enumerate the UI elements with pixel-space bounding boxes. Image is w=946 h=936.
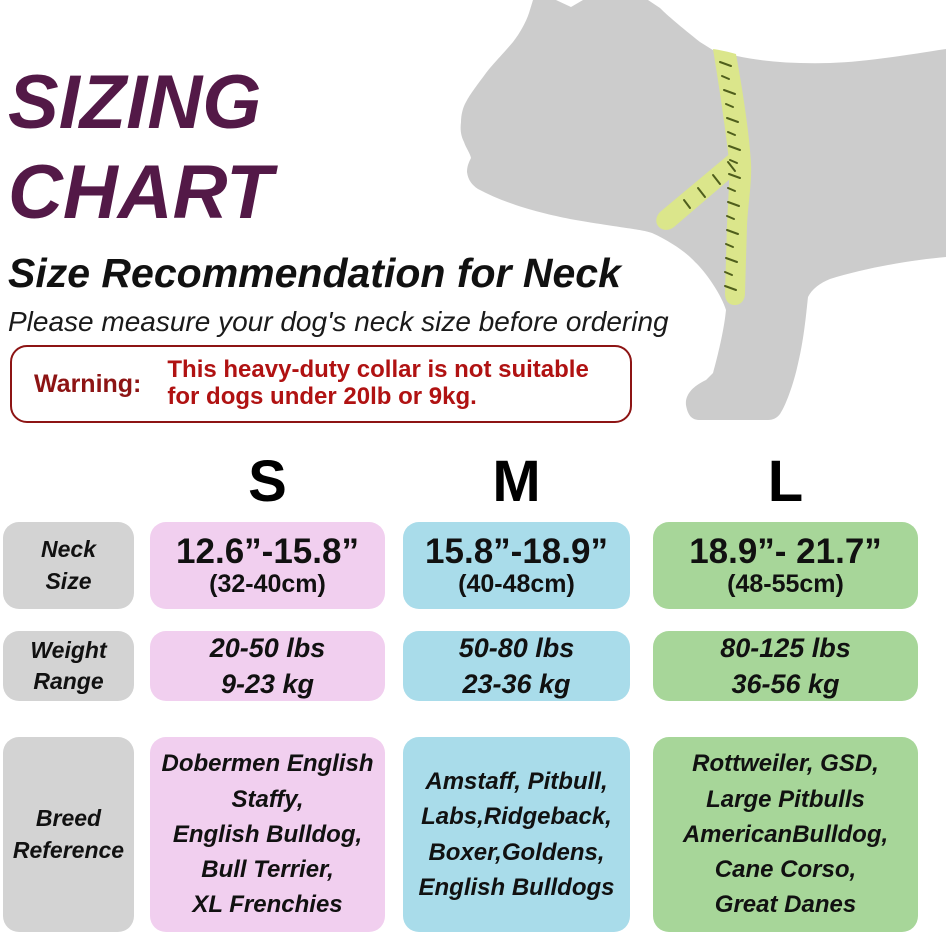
warning-label: Warning: bbox=[34, 369, 142, 398]
page-subtitle: Size Recommendation for Neck bbox=[8, 250, 621, 296]
neck-size-cell-m: 15.8”-18.9” (40-48cm) bbox=[403, 522, 630, 609]
row-label-text: Weight Range bbox=[30, 636, 107, 694]
breed-reference-m-text: Amstaff, Pitbull, Labs,Ridgeback, Boxer,… bbox=[418, 767, 615, 901]
page-title-line2: CHART bbox=[8, 149, 273, 235]
weight-range-cell-l: 80-125 lbs 36-56 kg bbox=[653, 631, 918, 701]
neck-size-l-inches: 18.9”- 21.7” bbox=[689, 532, 882, 572]
breed-reference-cell-m: Amstaff, Pitbull, Labs,Ridgeback, Boxer,… bbox=[403, 737, 630, 932]
neck-size-m-inches: 15.8”-18.9” bbox=[425, 532, 608, 572]
measure-instruction-text: Please measure your dog's neck size befo… bbox=[8, 306, 669, 337]
weight-range-cell-s: 20-50 lbs 9-23 kg bbox=[150, 631, 385, 701]
column-header-s: S bbox=[248, 448, 287, 514]
warning-text: This heavy-duty collar is not suitable f… bbox=[167, 356, 589, 410]
breed-reference-s-text: Dobermen English Staffy, English Bulldog… bbox=[161, 750, 374, 919]
row-label-breed-reference: Breed Reference bbox=[3, 737, 134, 932]
breed-reference-l-text: Rottweiler, GSD, Large Pitbulls American… bbox=[682, 750, 889, 919]
dog-silhouette bbox=[460, 0, 946, 420]
row-label-weight-range: Weight Range bbox=[3, 631, 134, 701]
row-label-text: Neck Size bbox=[41, 536, 96, 594]
neck-size-s-inches: 12.6”-15.8” bbox=[176, 532, 359, 572]
dog-illustration bbox=[460, 0, 946, 420]
weight-range-s-text: 20-50 lbs 9-23 kg bbox=[209, 632, 326, 699]
neck-size-l-cm: (48-55cm) bbox=[727, 570, 844, 599]
neck-size-m-cm: (40-48cm) bbox=[458, 570, 575, 599]
warning-box: Warning: This heavy-duty collar is not s… bbox=[10, 345, 632, 423]
breed-reference-cell-l: Rottweiler, GSD, Large Pitbulls American… bbox=[653, 737, 918, 932]
measuring-tape-branch-band bbox=[656, 146, 751, 230]
row-label-neck-size: Neck Size bbox=[3, 522, 134, 609]
page-title-line1: SIZING bbox=[8, 60, 262, 145]
breed-reference-cell-s: Dobermen English Staffy, English Bulldog… bbox=[150, 737, 385, 932]
measuring-tape bbox=[656, 49, 752, 305]
column-header-l: L bbox=[767, 448, 804, 514]
neck-size-cell-s: 12.6”-15.8” (32-40cm) bbox=[150, 522, 385, 609]
weight-range-l-text: 80-125 lbs 36-56 kg bbox=[720, 632, 851, 699]
page-title: SIZING CHART bbox=[8, 58, 273, 237]
neck-size-s-cm: (32-40cm) bbox=[209, 570, 326, 599]
weight-range-m-text: 50-80 lbs 23-36 kg bbox=[458, 632, 575, 699]
measuring-tape-ticks bbox=[683, 61, 741, 291]
weight-range-cell-m: 50-80 lbs 23-36 kg bbox=[403, 631, 630, 701]
neck-size-cell-l: 18.9”- 21.7” (48-55cm) bbox=[653, 522, 918, 609]
column-header-m: M bbox=[492, 448, 541, 514]
row-label-text: Breed Reference bbox=[12, 805, 125, 863]
